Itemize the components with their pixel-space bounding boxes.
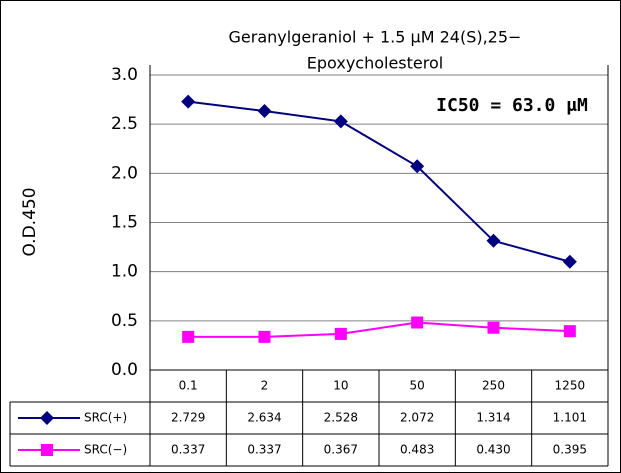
marker [40,411,54,425]
x-tick-label: 2 [261,379,269,393]
data-table-cell: 2.729 [171,411,205,425]
marker [563,325,576,338]
y-tick-label: 2.0 [111,163,138,183]
marker [182,330,195,343]
legend-label: SRC(+) [84,411,127,425]
data-table-cell: 0.430 [476,443,510,457]
marker [258,330,271,343]
marker [181,94,196,109]
x-tick-label: 10 [333,379,348,393]
marker [257,103,272,118]
marker [410,159,425,174]
y-tick-label: 1.5 [111,213,138,233]
marker [333,114,348,129]
data-table-cell: 1.314 [476,411,510,425]
data-table-cell: 1.101 [553,411,587,425]
data-table-cell: 2.072 [400,411,434,425]
y-tick-label: 1.0 [111,262,138,282]
data-table-cell: 0.483 [400,443,434,457]
series-line [188,100,571,263]
series-line [188,321,570,338]
marker [41,444,53,456]
y-axis-label: O.D.450 [20,187,40,256]
y-tick-label: 3.0 [111,65,138,85]
data-table-cell: 0.337 [171,443,205,457]
annotation: IC50 = 63.0 μM [436,95,588,116]
chart-title: Epoxycholesterol [307,54,443,73]
data-table-cell: 0.337 [247,443,281,457]
marker [334,327,347,340]
data-table-cell: 0.395 [553,443,587,457]
x-tick-label: 0.1 [179,379,198,393]
marker [411,316,424,329]
y-tick-label: 0.0 [111,360,138,380]
marker [562,254,577,269]
marker [486,233,501,248]
y-tick-label: 2.5 [111,114,138,134]
chart-title: Geranylgeraniol + 1.5 μM 24(S),25− [229,28,522,47]
x-tick-label: 1250 [555,379,586,393]
x-tick-label: 250 [482,379,505,393]
marker [487,321,500,334]
x-tick-label: 50 [410,379,425,393]
legend-label: SRC(−) [84,443,127,457]
data-table-cell: 2.634 [247,411,281,425]
data-table-cell: 2.528 [324,411,358,425]
y-tick-label: 0.5 [111,311,138,331]
data-table-cell: 0.367 [324,443,358,457]
